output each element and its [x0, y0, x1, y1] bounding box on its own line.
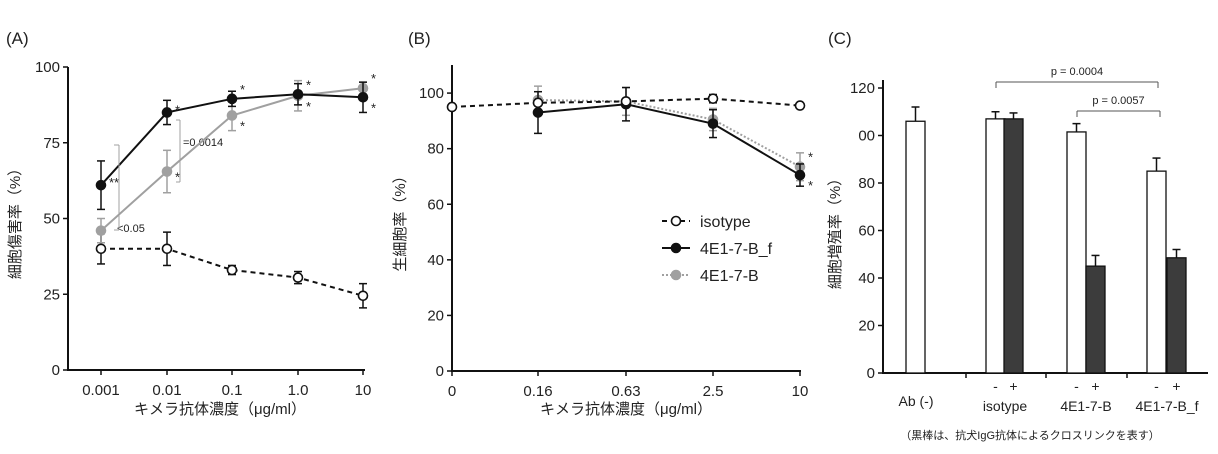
panel-c-p-value: p = 0.0004 [1051, 66, 1103, 78]
panel-b-y-tick-label: 60 [427, 196, 444, 213]
panel-b-significance-mark: * [808, 178, 813, 193]
panel-a-significance-mark: * [240, 118, 245, 133]
panel-c-group-label: 4E1-7-B [1060, 398, 1111, 414]
panel-a-xlabel: キメラ抗体濃度（μg/ml） [134, 401, 306, 418]
panel-c-sign-label: - [993, 378, 998, 394]
panel-a-ylabel: 細胞傷害率（%） [7, 161, 24, 279]
panel-b-data-point [707, 118, 719, 129]
panel-c-p-value: p = 0.0057 [1092, 95, 1144, 107]
panel-b-significance-mark: * [808, 150, 813, 165]
panel-b-x-tick-label: 0 [448, 383, 456, 400]
panel-b-series-line [537, 103, 801, 176]
panel-a-significance-mark: * [175, 102, 180, 117]
panel-c-bar [985, 118, 1006, 374]
panel-a-significance-mark: * [306, 99, 311, 114]
panel-b-data-point [620, 96, 632, 107]
panel-c-y-tick-label: 20 [858, 318, 875, 335]
panel-c-sign-label: - [1154, 378, 1159, 394]
panel-a-annotation-p2: <0.05 [117, 223, 145, 235]
panel-a-data-point [226, 110, 238, 121]
panel-b-y-tick-label: 0 [436, 363, 444, 380]
panel-a-label: (A) [6, 29, 29, 48]
panel-a-data-point [357, 92, 369, 103]
panel-a-significance-mark: ** [109, 175, 119, 190]
panel-b-data-point [446, 101, 458, 113]
panel-c-group-label: isotype [983, 398, 1028, 414]
panel-b-x-tick-label: 0.16 [523, 383, 552, 400]
panel-c-sign-label: - [1074, 378, 1079, 394]
legend-marker [670, 215, 682, 227]
panel-a-data-point [357, 290, 369, 302]
panel-c-note: （黒棒は、抗犬IgG抗体によるクロスリンクを表す） [900, 428, 1159, 442]
panel-a-y-tick-label: 25 [43, 286, 60, 303]
panel-c-group-label: 4E1-7-B_f [1135, 398, 1198, 414]
panel-c-bar [905, 120, 926, 374]
panel-c-label: (C) [828, 29, 852, 48]
panel-a-x-tick-label: 0.1 [222, 382, 243, 399]
panel-b-ylabel: 生細胞率（%） [392, 168, 409, 271]
panel-b-data-point [532, 97, 544, 109]
panel-a-data-point [292, 88, 304, 100]
panel-b-y-tick-label: 80 [427, 141, 444, 158]
panel-b-data-point [794, 100, 806, 111]
panel-a-significance-mark: * [371, 71, 376, 86]
legend-label: 4E1-7-B [700, 268, 759, 285]
panel-b-y-tick-label: 100 [419, 85, 444, 102]
panel-c-y-tick-label: 60 [858, 223, 875, 240]
panel-a-data-point [95, 179, 107, 191]
panel-a-x-tick-label: 1.0 [288, 382, 309, 399]
panel-b-data-point [794, 169, 806, 181]
panel-c-ylabel: 細胞増殖率（%） [827, 171, 844, 289]
panel-a-data-point [161, 166, 173, 177]
panel-a-y-tick-label: 0 [52, 362, 60, 379]
panel-a-annotation-p1: =0.0014 [183, 137, 223, 149]
panel-c-y-tick-label: 40 [858, 270, 875, 287]
legend-label: isotype [700, 214, 751, 231]
panel-a-x-tick-label: 0.01 [152, 382, 181, 399]
legend-marker [670, 242, 682, 254]
panel-a-significance-mark: * [371, 100, 376, 115]
panel-c-y-tick-label: 00 [858, 128, 875, 145]
panel-a-data-point [95, 225, 107, 236]
panel-b-x-tick-label: 10 [792, 383, 809, 400]
panel-a-data-point [161, 107, 173, 118]
panel-b-data-point [707, 93, 719, 104]
panel-c-sign-label: + [1172, 378, 1180, 394]
panel-a-data-point [292, 272, 304, 283]
legend-label: 4E1-7-B_f [700, 241, 773, 258]
panel-c-sign-label: + [1009, 378, 1017, 394]
panel-b-x-tick-label: 0.63 [611, 383, 640, 400]
panel-c-bar [1066, 131, 1087, 374]
panel-a-data-point [226, 93, 238, 105]
panel-a-significance-mark: * [306, 77, 311, 92]
panel-b-y-tick-label: 20 [427, 307, 444, 324]
panel-a-x-tick-label: 10 [355, 382, 372, 399]
panel-b-x-tick-label: 2.5 [703, 383, 724, 400]
panel-c-y-tick-label: 80 [858, 175, 875, 192]
panel-a-y-tick-label: 75 [43, 135, 60, 152]
panel-c-y-tick-label: 0 [867, 365, 875, 382]
panel-a-y-tick-label: 100 [35, 59, 60, 76]
panel-c-sign-label: + [1091, 378, 1099, 394]
panel-b-series-line [537, 99, 801, 168]
panel-a-data-point [226, 264, 238, 276]
panel-c-bar [1146, 170, 1167, 374]
panel-c-bar [1003, 118, 1024, 374]
panel-b-y-tick-label: 40 [427, 252, 444, 269]
panel-a-data-point [161, 243, 173, 255]
panel-b-data-point [532, 107, 544, 118]
panel-a-x-tick-label: 0.001 [82, 382, 120, 399]
panel-b-xlabel: キメラ抗体濃度（μg/ml） [540, 401, 712, 418]
panel-b-label: (B) [408, 29, 431, 48]
panel-a-data-point [95, 243, 107, 255]
panel-c-bar [1085, 265, 1106, 374]
panel-c-y-tick-label: 120 [850, 80, 875, 97]
panel-c-bar [1166, 257, 1187, 374]
panel-c-group-label: Ab (-) [899, 393, 934, 409]
legend-marker [670, 269, 682, 281]
panel-a-significance-mark: * [240, 82, 245, 97]
panel-a-significance-mark: * [175, 170, 180, 185]
panel-a-y-tick-label: 50 [43, 211, 60, 228]
